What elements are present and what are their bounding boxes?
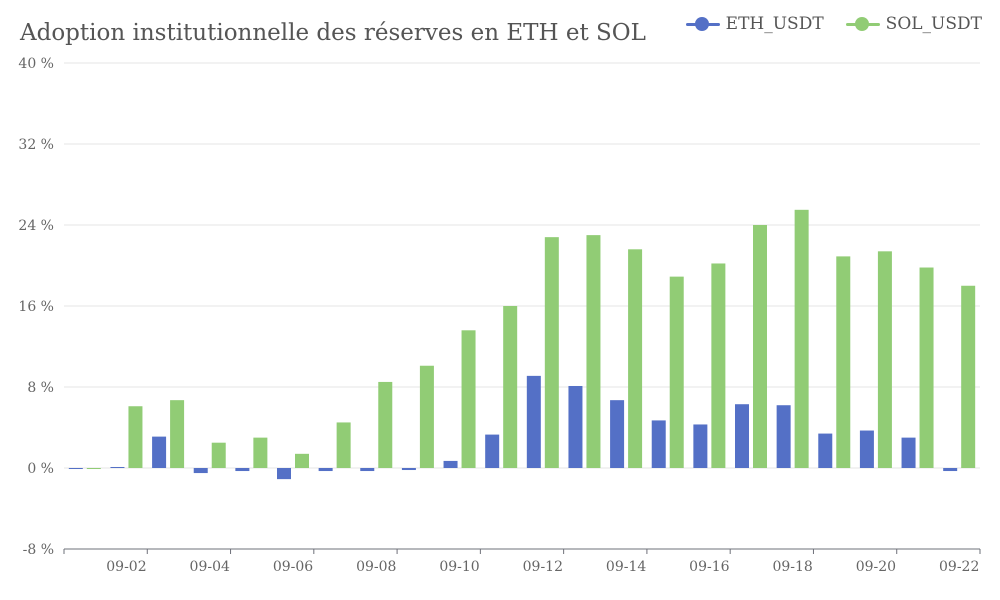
legend-label-sol: SOL_USDT	[885, 14, 982, 34]
bar-sol-usdt	[711, 263, 726, 468]
x-tick-label: 09-08	[356, 559, 396, 575]
legend-dot-sol	[854, 17, 869, 31]
x-tick-label: 09-22	[939, 559, 979, 575]
bar-sol-usdt	[919, 267, 934, 468]
bar-eth-usdt	[443, 460, 458, 468]
legend-dot-eth	[694, 17, 709, 31]
bar-eth-usdt	[943, 468, 958, 472]
bar-sol-usdt	[253, 437, 268, 468]
x-tick-label: 09-10	[439, 559, 479, 575]
bar-eth-usdt	[526, 375, 541, 468]
bar-eth-usdt	[110, 466, 125, 468]
legend-item-eth[interactable]: ETH_USDT	[685, 14, 824, 34]
bar-eth-usdt	[360, 468, 375, 472]
x-tick-label: 09-18	[772, 559, 812, 575]
legend-item-sol[interactable]: SOL_USDT	[845, 14, 982, 34]
legend-swatch-eth	[685, 17, 720, 31]
bar-sol-usdt	[378, 381, 393, 468]
bar-sol-usdt	[586, 235, 601, 468]
x-tick-label: 09-16	[689, 559, 729, 575]
bar-eth-usdt	[693, 424, 708, 468]
bar-sol-usdt	[836, 256, 851, 468]
bar-eth-usdt	[401, 468, 416, 471]
x-tick-label: 09-12	[523, 559, 563, 575]
bar-eth-usdt	[776, 405, 791, 468]
bar-sol-usdt	[211, 442, 226, 468]
bar-eth-usdt	[318, 468, 333, 472]
bar-eth-usdt	[859, 430, 874, 468]
chart-title: Adoption institutionnelle des réserves e…	[20, 20, 646, 46]
y-tick-label: 24 %	[18, 218, 54, 234]
bars-layer	[68, 209, 976, 480]
y-tick-label: -8 %	[23, 542, 54, 558]
bar-sol-usdt	[669, 276, 684, 468]
bar-sol-usdt	[628, 249, 643, 468]
x-tick-label: 09-02	[106, 559, 146, 575]
bar-sol-usdt	[461, 330, 476, 468]
x-tick-label: 09-20	[856, 559, 896, 575]
y-tick-label: 32 %	[18, 137, 54, 153]
bar-eth-usdt	[818, 433, 833, 468]
bar-eth-usdt	[485, 434, 500, 468]
bar-eth-usdt	[568, 385, 583, 468]
legend-swatch-sol	[845, 17, 880, 31]
bar-eth-usdt	[651, 420, 666, 468]
y-tick-label: 16 %	[18, 299, 54, 315]
bar-sol-usdt	[336, 422, 351, 468]
bar-eth-usdt	[68, 468, 83, 470]
y-tick-label: 40 %	[18, 56, 54, 72]
bar-eth-usdt	[152, 436, 167, 468]
bar-sol-usdt	[877, 251, 892, 468]
bar-sol-usdt	[794, 209, 809, 468]
axis-layer: -8 % 0 % 8 % 16 % 24 % 32 % 40 % 09-02 09-04 09-0…	[18, 56, 981, 575]
bar-sol-usdt	[128, 406, 143, 468]
x-tick-label: 09-04	[190, 559, 230, 575]
bar-eth-usdt	[277, 468, 291, 480]
bar-sol-usdt	[419, 365, 434, 468]
y-tick-label: 0 %	[27, 461, 54, 477]
bar-sol-usdt	[295, 453, 309, 468]
bar-sol-usdt	[503, 306, 518, 468]
bar-eth-usdt	[735, 404, 749, 468]
bar-sol-usdt	[544, 237, 559, 468]
bar-eth-usdt	[901, 437, 916, 468]
bar-sol-usdt	[170, 400, 185, 468]
bar-sol-usdt	[961, 285, 976, 468]
x-tick-label: 09-14	[606, 559, 646, 575]
legend: ETH_USDT SOL_USDT	[685, 14, 982, 34]
bar-eth-usdt	[235, 468, 250, 472]
bar-sol-usdt	[86, 468, 101, 470]
legend-label-eth: ETH_USDT	[725, 14, 824, 34]
x-tick-label: 09-06	[273, 559, 313, 575]
bar-sol-usdt	[753, 225, 767, 468]
bar-eth-usdt	[193, 468, 208, 474]
y-tick-label: 8 %	[27, 380, 54, 396]
bar-eth-usdt	[610, 400, 625, 468]
